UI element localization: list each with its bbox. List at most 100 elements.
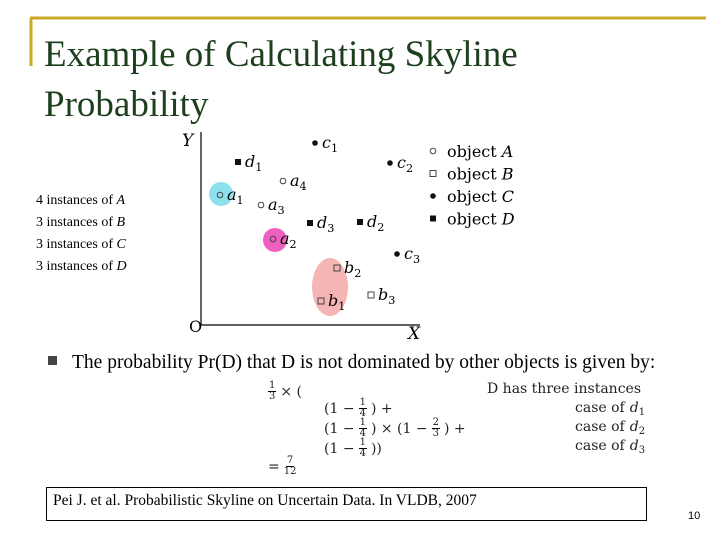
formula-line: (1 −1 4) × (1 −2 3) + [322,418,468,439]
fraction: 7 12 [284,456,297,477]
legend-label: object B [447,165,514,184]
case-letter: d [629,438,639,454]
formula-text: (1 − [324,420,355,437]
formula-lead: 1 3 × ( [266,381,304,402]
case-text: case of [575,400,625,416]
formula-text: (1 − [324,440,355,457]
point-label: b2 [344,258,361,280]
instance-line: 3 instances of B [36,215,125,231]
numerator: 1 [358,417,367,429]
denominator: 4 [359,408,366,419]
point-label: a1 [227,185,244,207]
marker [429,170,437,177]
marker [387,160,393,166]
formula-text: ) + [443,420,466,437]
y-axis-label: Y [182,131,195,151]
citation: Pei J. et al. Probabilistic Skyline on U… [46,487,647,521]
case-text: case of [575,419,625,435]
point-label: d3 [317,213,334,235]
instance-text: 4 instances of [36,193,113,208]
bullet-marker [48,356,57,365]
page-number: 10 [688,510,701,522]
marker [317,297,325,305]
formula-text: × ( [280,383,303,400]
numerator: 1 [358,437,367,449]
x-axis-label: X [406,324,421,344]
numerator: 2 [431,417,440,429]
numerator: 7 [285,455,295,467]
marker [430,193,436,199]
marker [394,251,400,257]
instance-text: 3 instances of [36,259,113,274]
point-label: c2 [397,153,413,175]
point-label: a4 [290,171,307,193]
case-index: 2 [638,426,646,437]
formula-text: = [268,458,280,475]
instance-object: A [116,193,126,208]
case-letter: d [629,419,639,435]
marker [307,220,313,226]
point-label: c1 [322,133,338,155]
marker [367,291,375,299]
case-index: 1 [638,407,646,418]
point-label: b3 [378,285,395,307]
formula-line: (1 −1 4) + [322,398,395,419]
formula-result: = 7 12 [266,456,298,477]
formula-text: ) + [370,400,393,417]
case-index: 3 [638,445,646,456]
marker [257,201,265,209]
formula-line: (1 −1 4)) [322,438,384,459]
formula-text: ) × (1 − [370,420,428,437]
instance-object: D [116,259,127,274]
marker [333,264,341,272]
marker [269,235,277,243]
formula-note: D has three instances [487,381,642,397]
case-text: case of [575,438,625,454]
highlight [312,258,348,316]
instance-line: 4 instances of A [36,193,125,209]
case-letter: d [629,400,639,416]
marker [216,191,224,199]
point-label: d1 [245,152,262,174]
highlight [263,228,287,252]
instance-line: 3 instances of C [36,237,126,253]
denominator: 12 [283,466,297,477]
point-label: b1 [328,291,345,313]
point-label: c3 [404,244,420,266]
instance-text: 3 instances of [36,237,113,252]
marker [235,159,241,165]
point-label: a3 [268,195,285,217]
denominator: 3 [269,391,276,402]
legend-label: object A [447,142,513,161]
legend-label: object C [447,187,514,206]
marker [429,147,437,155]
marker [312,140,318,146]
point-label: a2 [280,229,297,251]
slide-title: Example of Calculating Skyline Probabili… [44,34,518,125]
case-line: case of d2 [575,419,645,437]
formula-text: (1 − [324,400,355,417]
case-line: case of d1 [575,400,645,418]
formula-text: )) [370,440,382,457]
legend-label: object D [447,210,515,229]
case-line: case of d3 [575,438,645,456]
instance-line: 3 instances of D [36,259,127,275]
numerator: 1 [358,397,367,409]
origin-label: O [189,317,202,336]
marker [430,215,436,222]
marker [357,219,363,225]
highlight [209,182,233,206]
instance-object: B [116,215,126,230]
denominator: 3 [432,428,439,439]
bullet-text: The probability Pr(D) that D is not domi… [72,352,656,373]
denominator: 4 [359,448,366,459]
instance-text: 3 instances of [36,215,113,230]
